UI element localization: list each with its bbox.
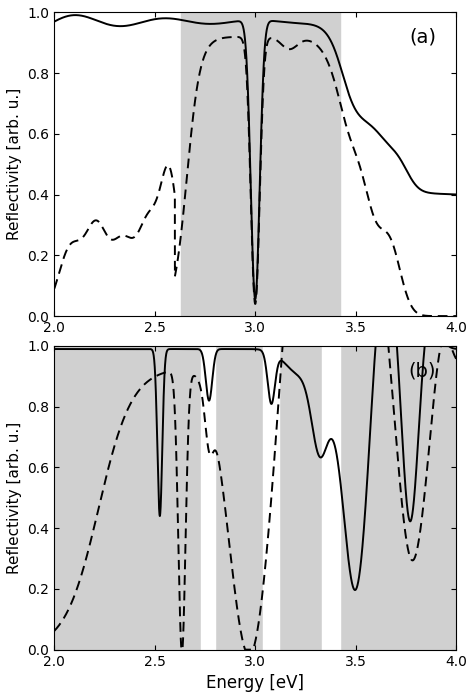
Bar: [201, 346, 215, 649]
Bar: [181, 13, 339, 316]
Text: (b): (b): [409, 361, 436, 380]
Text: (a): (a): [409, 28, 436, 47]
Y-axis label: Reflectivity [arb. u.]: Reflectivity [arb. u.]: [7, 421, 22, 574]
Bar: [321, 346, 339, 649]
X-axis label: Energy [eV]: Energy [eV]: [206, 674, 304, 692]
Y-axis label: Reflectivity [arb. u.]: Reflectivity [arb. u.]: [7, 88, 22, 240]
Bar: [263, 346, 279, 649]
